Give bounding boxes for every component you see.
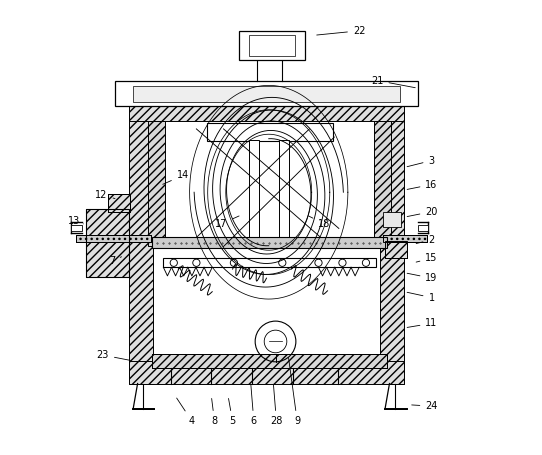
Bar (128, 115, 153, 384)
Text: 14: 14 (163, 171, 189, 184)
Text: 1: 1 (407, 292, 435, 303)
Bar (383, 235, 428, 242)
Bar (385, 241, 406, 258)
Bar (76, 235, 151, 242)
Text: 23: 23 (96, 350, 130, 360)
Bar (128, 101, 404, 121)
Bar (249, 140, 259, 238)
Text: 20: 20 (407, 207, 438, 217)
Text: 8: 8 (211, 399, 217, 426)
Bar (128, 361, 404, 384)
Text: 16: 16 (407, 180, 437, 190)
Text: 2: 2 (416, 235, 435, 245)
Text: 28: 28 (270, 385, 282, 426)
Text: 3: 3 (407, 156, 435, 167)
Bar (115, 81, 418, 106)
Bar (86, 209, 128, 277)
Bar (76, 235, 151, 242)
Text: 21: 21 (371, 76, 415, 88)
Bar (279, 140, 289, 238)
Bar (383, 235, 428, 242)
Text: 12: 12 (95, 190, 115, 200)
Text: 18: 18 (309, 216, 331, 229)
Bar (108, 194, 130, 212)
Text: 13: 13 (68, 216, 83, 226)
Text: 4: 4 (177, 398, 195, 426)
Bar (385, 241, 406, 258)
Bar (374, 121, 391, 246)
Bar (249, 35, 294, 56)
Text: 6: 6 (251, 385, 257, 426)
Bar (133, 86, 400, 102)
Bar (152, 238, 387, 248)
Bar (108, 194, 130, 212)
Text: 5: 5 (229, 399, 236, 426)
Bar (152, 354, 387, 368)
Text: 7: 7 (109, 257, 121, 267)
Text: 22: 22 (317, 26, 365, 36)
Bar (417, 225, 428, 231)
Text: 19: 19 (407, 273, 437, 283)
Bar (71, 225, 82, 231)
Bar (383, 212, 401, 228)
Text: 9: 9 (288, 358, 300, 426)
Text: 17: 17 (215, 216, 239, 229)
Bar (148, 121, 165, 246)
Bar (240, 31, 305, 60)
Text: 15: 15 (416, 253, 438, 263)
Bar (207, 123, 332, 141)
Bar (152, 354, 387, 368)
Bar (379, 115, 404, 384)
Bar (86, 209, 128, 277)
Text: 24: 24 (412, 401, 438, 411)
Bar (163, 258, 376, 267)
Text: 11: 11 (407, 318, 437, 329)
